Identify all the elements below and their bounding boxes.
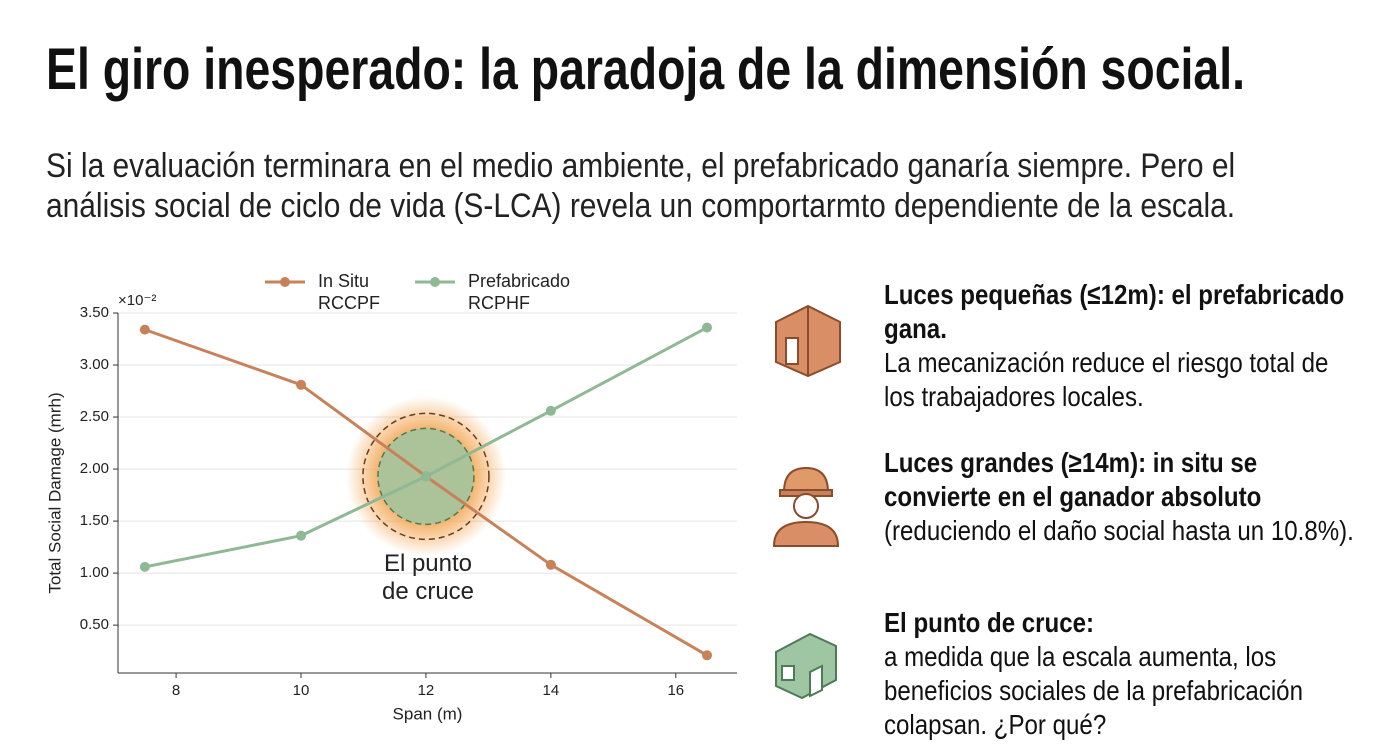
y-tick-label: 3.50 xyxy=(80,304,109,321)
x-tick-label: 12 xyxy=(418,682,435,699)
x-tick-label: 14 xyxy=(543,682,560,699)
point xyxy=(545,559,556,570)
y-tick-label: 2.50 xyxy=(80,408,109,425)
icon-house xyxy=(775,304,841,378)
point-body: La mecanización reduce el riesgo total d… xyxy=(884,347,1329,412)
point xyxy=(296,530,307,541)
y-tick-label: 2.00 xyxy=(80,460,109,477)
y-tick-label: 3.00 xyxy=(80,356,109,373)
legend-label: In Situ RCCPF xyxy=(318,271,380,313)
legend-swatch xyxy=(430,277,440,287)
chart: 0.50 1.00 1.50 2.00 2.50 3.00 3.50 8 10 12 14 16 ×10… xyxy=(45,277,737,723)
ring xyxy=(377,427,475,526)
legend-label: Prefabricado RCPHF xyxy=(468,271,571,313)
x-tick-label: 10 xyxy=(293,682,310,699)
point: El punto de cruce: a medida que la escal… xyxy=(884,606,1366,742)
x-tick-label: 8 xyxy=(172,682,180,699)
x-axis-label: Span (m) xyxy=(393,704,463,723)
point-body: (reduciendo el daño social hasta un 10.8… xyxy=(884,515,1354,546)
y-axis-label: Total Social Damage (mrh) xyxy=(45,392,64,593)
y-tick-label: 1.00 xyxy=(80,564,109,581)
point: Luces grandes (≥14m): in situ se convier… xyxy=(884,446,1366,548)
point-heading: Luces pequeñas (≤12m): el prefabricado g… xyxy=(884,279,1345,344)
subtitle: Si la evaluación terminara en el medio a… xyxy=(46,147,1236,225)
point xyxy=(420,471,431,482)
title: El giro inesperado: la paradoja de la di… xyxy=(46,37,1245,102)
annotation: El punto de cruce xyxy=(381,550,475,605)
point xyxy=(139,561,150,572)
point: Luces pequeñas (≤12m): el prefabricado g… xyxy=(884,278,1366,414)
point xyxy=(296,379,307,390)
y-multiplier: ×10⁻² xyxy=(118,292,156,309)
legend-swatch xyxy=(280,277,290,287)
y-tick-label: 1.50 xyxy=(80,512,109,529)
y-tick-label: 0.50 xyxy=(80,616,109,633)
icon-module xyxy=(775,632,837,700)
point xyxy=(545,405,556,416)
point xyxy=(139,324,150,335)
ring xyxy=(362,412,490,541)
x-tick-label: 16 xyxy=(667,682,684,699)
point-heading: El punto de cruce: xyxy=(884,607,1095,638)
icon-worker xyxy=(772,466,840,547)
point xyxy=(702,322,713,333)
point-body: a medida que la escala aumenta, los bene… xyxy=(884,641,1303,740)
point-heading: Luces grandes (≥14m): in situ se convier… xyxy=(884,447,1262,512)
point xyxy=(702,650,713,661)
